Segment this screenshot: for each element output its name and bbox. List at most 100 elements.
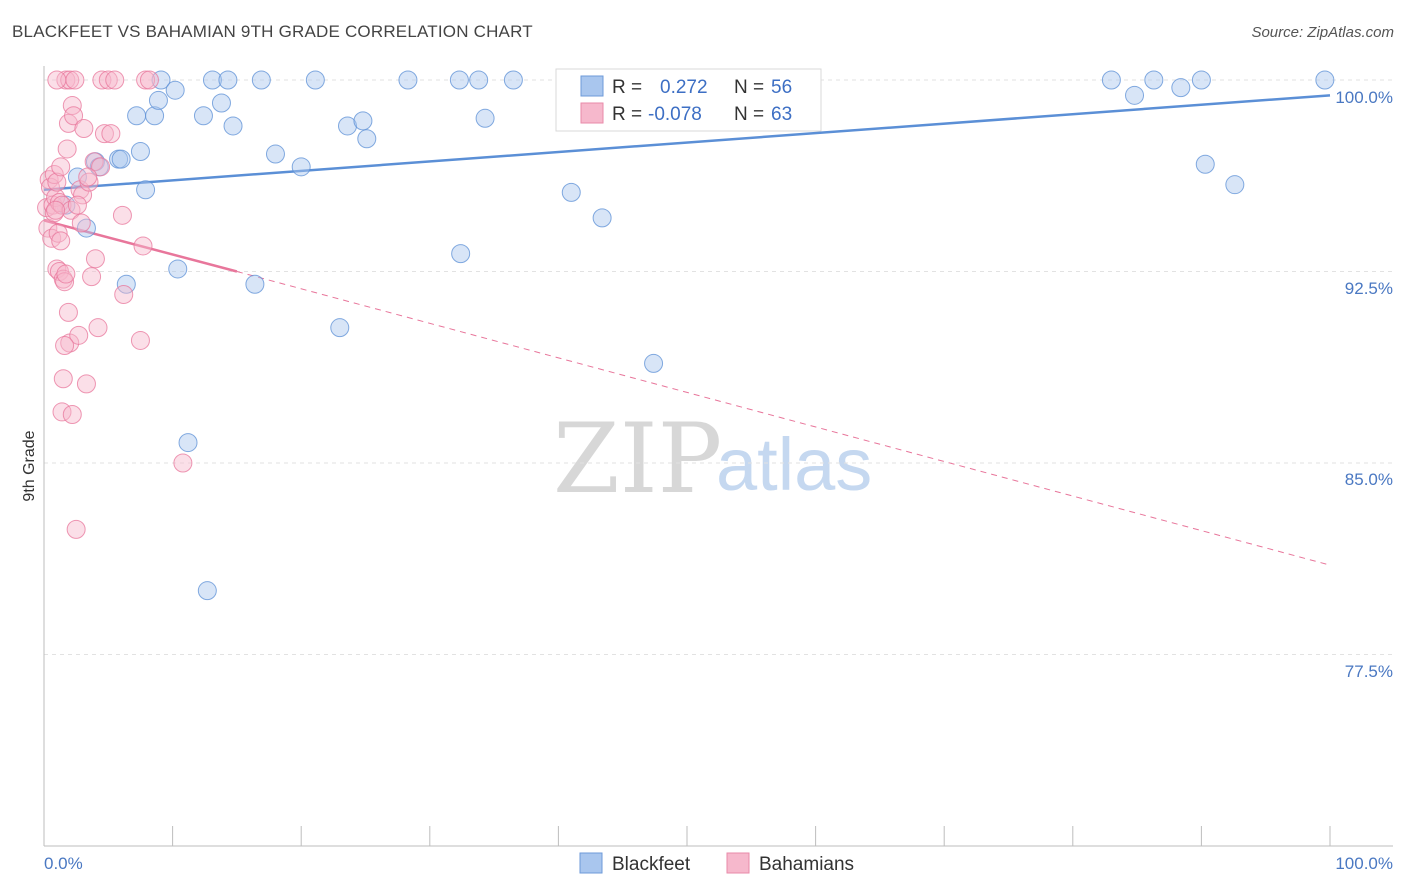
data-point-blackfeet [1315, 70, 1335, 90]
data-point-blackfeet [330, 318, 350, 338]
data-point-blackfeet [197, 581, 217, 601]
source-label: Source: ZipAtlas.com [1251, 24, 1394, 41]
data-point-blackfeet [130, 141, 150, 161]
y-tick-label-85: 85.0% [1345, 470, 1393, 489]
data-point-bahamians [44, 164, 64, 184]
data-point-blackfeet [1144, 70, 1164, 90]
data-point-blackfeet [1101, 70, 1121, 90]
trend-line-bahamians [43, 219, 238, 273]
data-point-blackfeet [145, 106, 165, 126]
data-point-blackfeet [1125, 85, 1145, 105]
data-point-blackfeet [1225, 175, 1245, 195]
data-point-blackfeet [178, 433, 198, 453]
y-tick-label-100: 100.0% [1335, 88, 1393, 107]
bottom-legend-swatch-blackfeet [579, 852, 603, 874]
data-point-blackfeet [475, 108, 495, 128]
data-point-blackfeet [592, 208, 612, 228]
grid-lines [44, 79, 1393, 655]
data-point-blackfeet [1195, 154, 1215, 174]
bottom-legend-swatch-bahamians [726, 852, 750, 874]
data-point-bahamians [55, 272, 75, 292]
data-point-blackfeet [136, 180, 156, 200]
data-point-blackfeet [218, 70, 238, 90]
data-point-bahamians [98, 70, 118, 90]
legend-r-label-1: R = [612, 77, 642, 98]
data-point-bahamians [61, 200, 81, 220]
data-point-blackfeet [337, 116, 357, 136]
data-point-blackfeet [151, 70, 171, 90]
legend-r-label-2: R = [612, 104, 642, 125]
data-point-bahamians [101, 124, 121, 144]
chart-title: BLACKFEET VS BAHAMIAN 9TH GRADE CORRELAT… [12, 22, 533, 41]
data-point-bahamians [76, 374, 96, 394]
data-point-bahamians [114, 284, 134, 304]
data-point-blackfeet [1171, 78, 1191, 98]
y-tick-label-92-5: 92.5% [1345, 279, 1393, 298]
data-point-blackfeet [211, 93, 231, 113]
data-point-blackfeet [503, 70, 523, 90]
data-point-blackfeet [168, 259, 188, 279]
y-tick-label-77-5: 77.5% [1345, 662, 1393, 681]
data-point-bahamians [53, 369, 73, 389]
data-point-bahamians [69, 325, 89, 345]
data-point-bahamians [55, 336, 75, 356]
trend-lines [43, 94, 1331, 566]
data-point-bahamians [46, 200, 66, 220]
data-point-bahamians [51, 231, 71, 251]
data-points [37, 70, 1335, 601]
data-point-bahamians [62, 96, 82, 116]
data-point-bahamians [52, 195, 72, 215]
data-point-blackfeet [202, 70, 222, 90]
data-point-blackfeet [111, 149, 131, 169]
data-point-blackfeet [223, 116, 243, 136]
data-point-blackfeet [451, 244, 471, 264]
data-point-bahamians [62, 404, 82, 424]
data-point-bahamians [57, 139, 77, 159]
data-point-blackfeet [165, 80, 185, 100]
data-point-blackfeet [469, 70, 489, 90]
data-point-bahamians [65, 70, 85, 90]
data-point-bahamians [78, 167, 98, 187]
data-point-bahamians [105, 70, 125, 90]
data-point-bahamians [112, 205, 132, 225]
x-tick-label-min: 0.0% [44, 854, 83, 873]
bottom-legend-label-blackfeet: Blackfeet [612, 854, 691, 875]
data-point-blackfeet [1191, 70, 1211, 90]
data-point-blackfeet [245, 274, 265, 294]
data-point-bahamians [88, 318, 108, 338]
trend-line-blackfeet [43, 94, 1331, 192]
data-point-blackfeet [644, 353, 664, 373]
data-point-bahamians [67, 195, 87, 215]
data-point-bahamians [64, 106, 84, 126]
trend-line-dashed-bahamians [236, 271, 1331, 566]
legend-box: R = 0.272 N = 56 R = -0.078 N = 63 [555, 68, 822, 132]
data-point-bahamians [66, 519, 86, 539]
data-point-bahamians [71, 213, 91, 233]
data-point-blackfeet [305, 70, 325, 90]
x-tick-label-max: 100.0% [1335, 854, 1393, 873]
data-point-bahamians [139, 70, 159, 90]
data-point-blackfeet [291, 157, 311, 177]
bottom-legend: Blackfeet Bahamians [579, 852, 854, 875]
data-point-blackfeet [76, 218, 96, 238]
data-point-bahamians [130, 330, 150, 350]
data-point-bahamians [48, 223, 68, 243]
data-point-blackfeet [353, 111, 373, 131]
data-point-bahamians [47, 70, 67, 90]
legend-swatch-blackfeet [580, 75, 604, 97]
data-point-blackfeet [193, 106, 213, 126]
axes [43, 66, 1393, 847]
data-point-blackfeet [398, 70, 418, 90]
watermark-zip: ZIP [553, 403, 722, 515]
data-point-bahamians [85, 249, 105, 269]
data-point-bahamians [73, 185, 93, 205]
data-point-bahamians [94, 124, 114, 144]
legend-swatch-bahamians [580, 102, 604, 124]
data-point-blackfeet [449, 70, 469, 90]
data-point-bahamians [47, 172, 67, 192]
data-point-bahamians [82, 267, 102, 287]
data-point-blackfeet [251, 70, 271, 90]
data-point-bahamians [91, 157, 111, 177]
data-point-bahamians [39, 170, 59, 190]
